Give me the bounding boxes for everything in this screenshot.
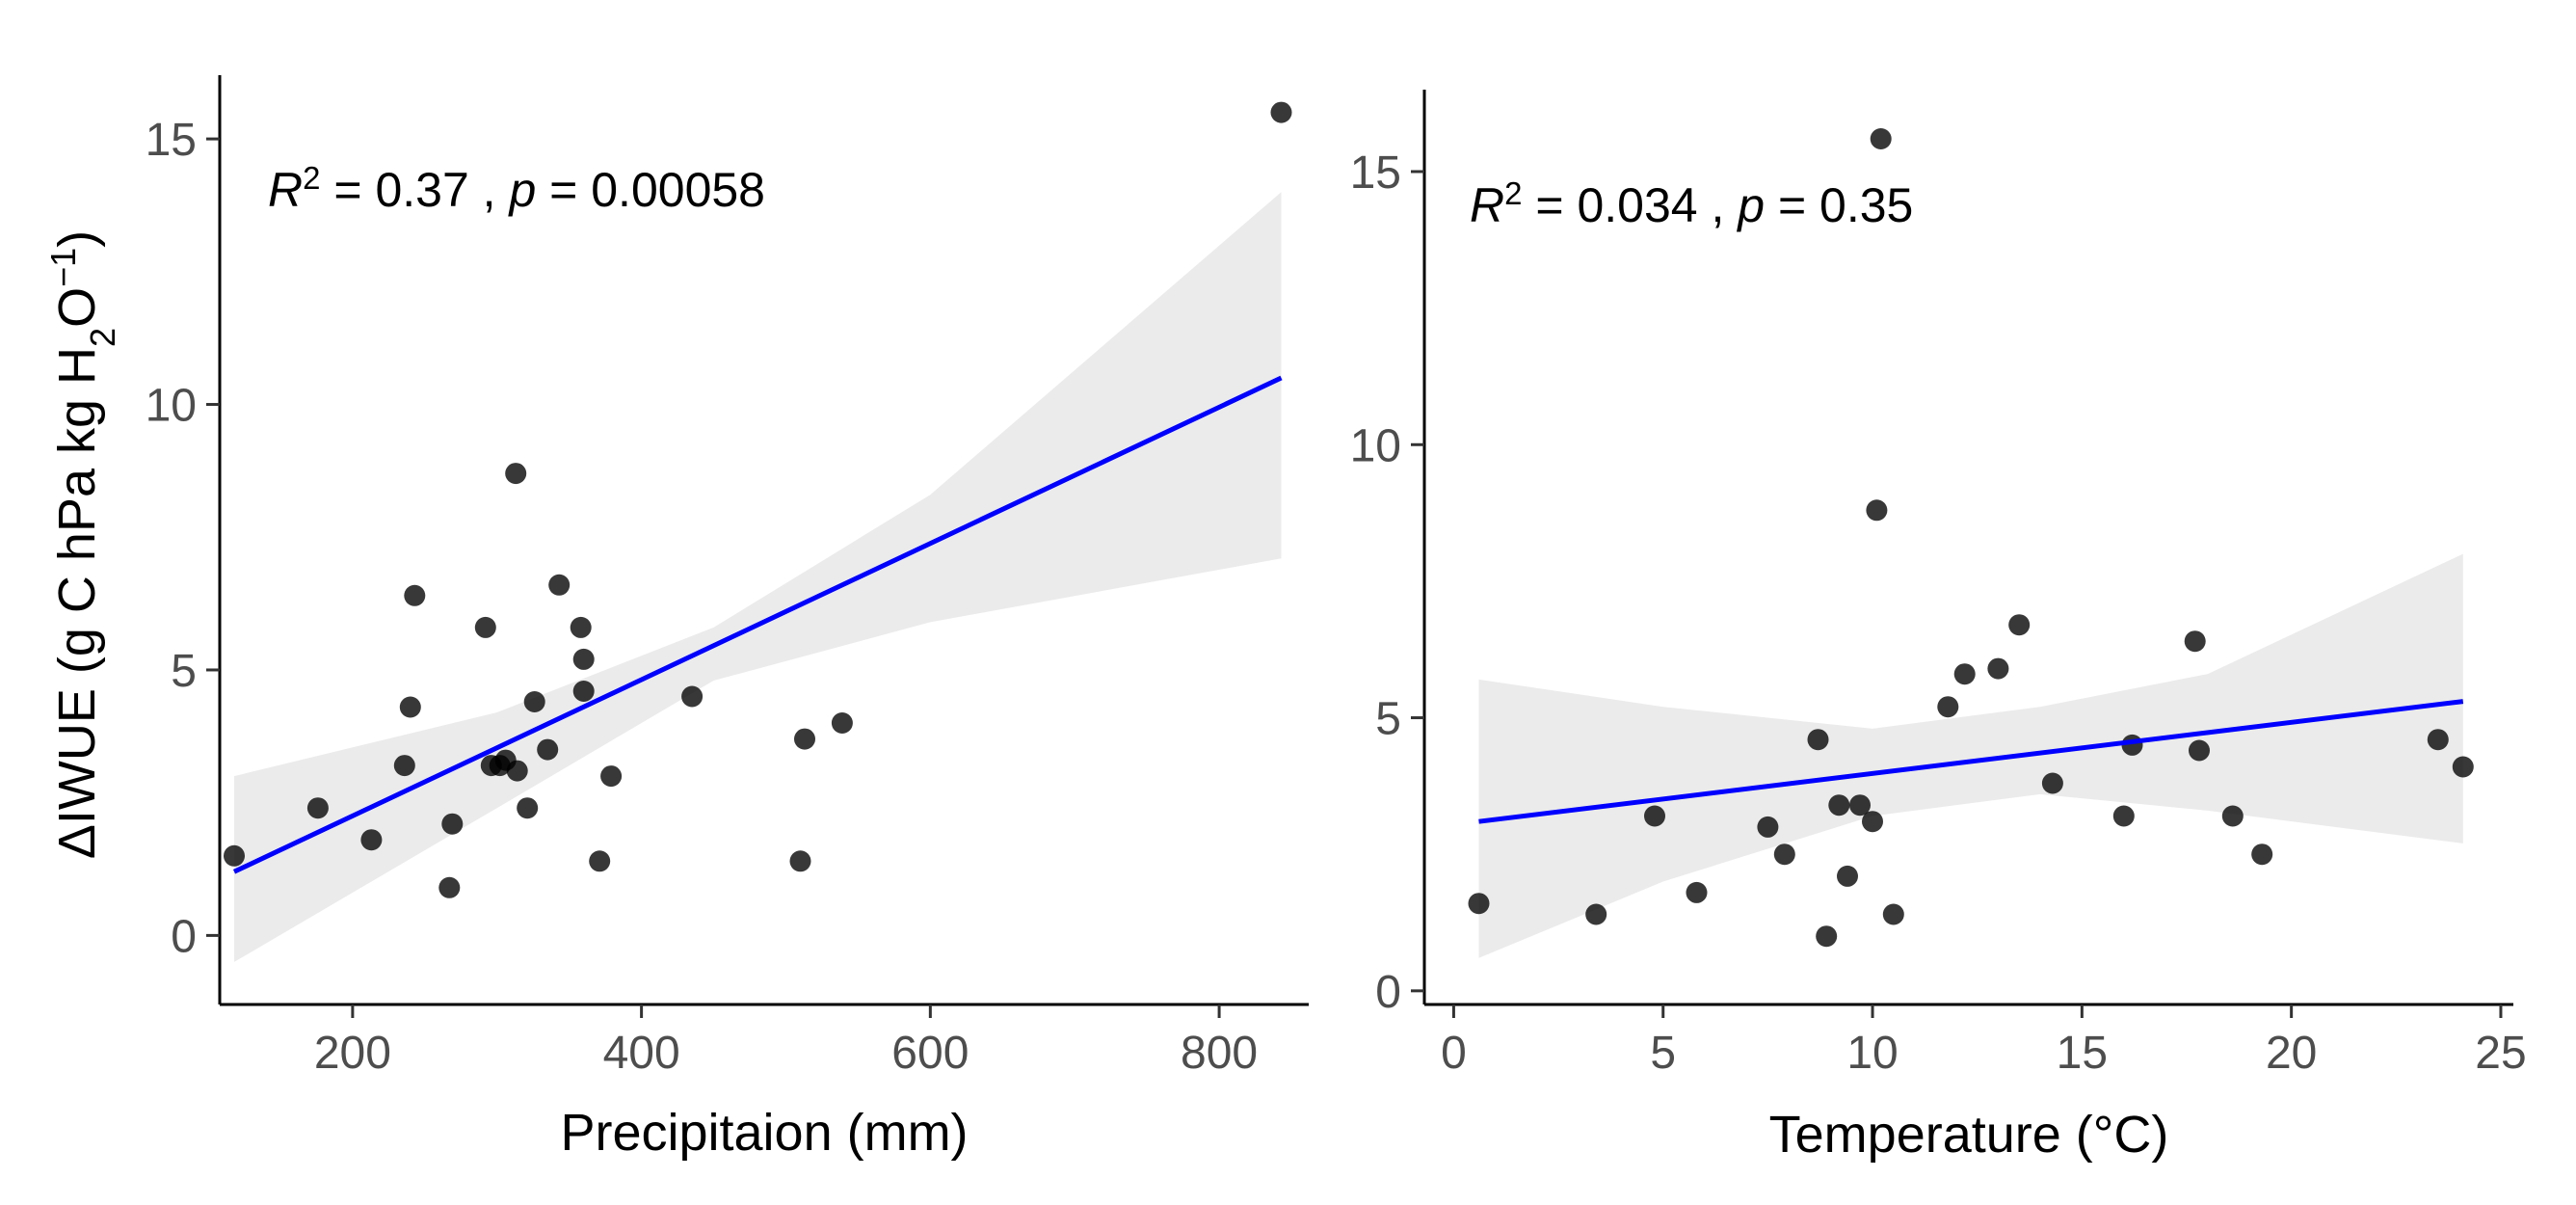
data-point-12 xyxy=(1862,811,1883,833)
data-point-13 xyxy=(1866,499,1888,522)
y-tick-label: 0 xyxy=(171,911,197,962)
data-point-19 xyxy=(2008,614,2031,636)
data-point-7 xyxy=(441,813,464,835)
data-point-27 xyxy=(2427,729,2449,751)
data-point-25 xyxy=(789,850,811,872)
data-point-15 xyxy=(1882,903,1904,925)
x-tick-label: 5 xyxy=(1650,1028,1676,1079)
data-point-16 xyxy=(523,691,545,712)
data-point-4 xyxy=(1686,881,1708,903)
y-tick-label: 10 xyxy=(1350,420,1401,471)
annotation-temperature: R2 = 0.034 , p = 0.35 xyxy=(1470,175,1913,233)
data-point-17 xyxy=(1953,663,1976,685)
ci-band-precipitation xyxy=(234,192,1282,962)
fit-line-temperature xyxy=(1478,699,2464,824)
data-point-27 xyxy=(831,712,853,734)
points-precipitation xyxy=(224,101,1292,898)
y-tick-label: 5 xyxy=(1375,694,1401,745)
x-tick-label: 20 xyxy=(2266,1028,2317,1079)
regression-line xyxy=(232,375,1283,874)
x-tick-label: 10 xyxy=(1846,1028,1898,1079)
data-point-8 xyxy=(438,876,461,898)
x-axis-title-precipitation: Precipitaion (mm) xyxy=(560,1104,968,1162)
data-point-17 xyxy=(537,738,559,761)
y-tick-label: 15 xyxy=(1350,147,1401,199)
x-tick-label: 200 xyxy=(314,1028,391,1079)
data-point-16 xyxy=(1937,696,1959,718)
panel-precipitation: 0 5 10 15 200 400 600 800 R2 = 0.37 , p = 0.00… xyxy=(43,75,1309,1162)
data-point-1 xyxy=(224,844,245,867)
y-ticks-precipitation: 0 5 10 15 xyxy=(146,115,220,962)
data-point-23 xyxy=(600,765,623,788)
data-point-18 xyxy=(1987,657,2009,680)
data-point-24 xyxy=(681,685,704,708)
data-point-2 xyxy=(306,797,329,819)
annotation-precipitation: R2 = 0.37 , p = 0.00058 xyxy=(268,160,765,218)
data-point-21 xyxy=(572,681,595,702)
data-point-3 xyxy=(360,829,383,851)
data-point-28 xyxy=(1270,101,1292,123)
data-point-20 xyxy=(2041,772,2063,794)
data-point-21 xyxy=(2112,805,2135,827)
data-point-28 xyxy=(2452,756,2474,778)
data-point-6 xyxy=(1773,844,1795,866)
data-point-24 xyxy=(2189,739,2210,762)
data-point-14 xyxy=(1870,128,1892,149)
x-tick-label: 0 xyxy=(1441,1028,1467,1079)
data-point-15 xyxy=(517,797,539,819)
data-point-20 xyxy=(572,648,595,670)
x-tick-label: 600 xyxy=(891,1028,969,1079)
data-point-5 xyxy=(399,696,421,718)
data-point-8 xyxy=(1816,925,1838,948)
ci-band-temperature xyxy=(1478,553,2463,958)
ci-band-area xyxy=(234,192,1282,962)
data-point-22 xyxy=(589,850,611,872)
x-tick-label: 800 xyxy=(1181,1028,1258,1079)
x-tick-label: 400 xyxy=(603,1028,680,1079)
y-axis-title: ΔIWUE (g C hPa kg H2O−1) xyxy=(43,230,122,859)
y-tick-label: 10 xyxy=(146,381,197,432)
y-tick-label: 15 xyxy=(146,115,197,166)
x-axis-title-temperature: Temperature (°C) xyxy=(1769,1106,2169,1164)
data-point-18 xyxy=(548,574,571,596)
data-point-9 xyxy=(1828,794,1850,817)
data-point-5 xyxy=(1757,816,1779,838)
data-point-14 xyxy=(506,760,528,782)
data-point-4 xyxy=(393,755,415,777)
data-point-7 xyxy=(1807,729,1829,751)
data-point-19 xyxy=(570,616,592,638)
data-point-26 xyxy=(2251,844,2273,866)
points-temperature xyxy=(1468,128,2474,948)
y-ticks-temperature: 0 5 10 15 xyxy=(1350,147,1424,1018)
data-point-11 xyxy=(1849,794,1871,817)
data-point-1 xyxy=(1468,893,1490,915)
x-tick-label: 15 xyxy=(2057,1028,2108,1079)
data-point-25 xyxy=(2221,805,2244,827)
x-tick-label: 25 xyxy=(2475,1028,2526,1079)
data-point-9 xyxy=(474,616,496,638)
ci-band-area xyxy=(1478,553,2463,958)
fit-line-precipitation xyxy=(232,375,1283,874)
x-ticks-temperature: 0 5 10 15 20 25 xyxy=(1441,1004,2527,1079)
data-point-13 xyxy=(505,463,527,485)
data-point-6 xyxy=(404,584,426,606)
data-point-3 xyxy=(1644,805,1665,827)
data-point-23 xyxy=(2184,630,2206,653)
data-point-2 xyxy=(1585,903,1607,925)
y-tick-label: 5 xyxy=(171,646,197,697)
data-point-10 xyxy=(1837,865,1858,887)
x-ticks-precipitation: 200 400 600 800 xyxy=(314,1004,1258,1079)
regression-line xyxy=(1478,699,2464,824)
y-tick-label: 0 xyxy=(1375,967,1401,1018)
data-point-26 xyxy=(794,728,815,750)
